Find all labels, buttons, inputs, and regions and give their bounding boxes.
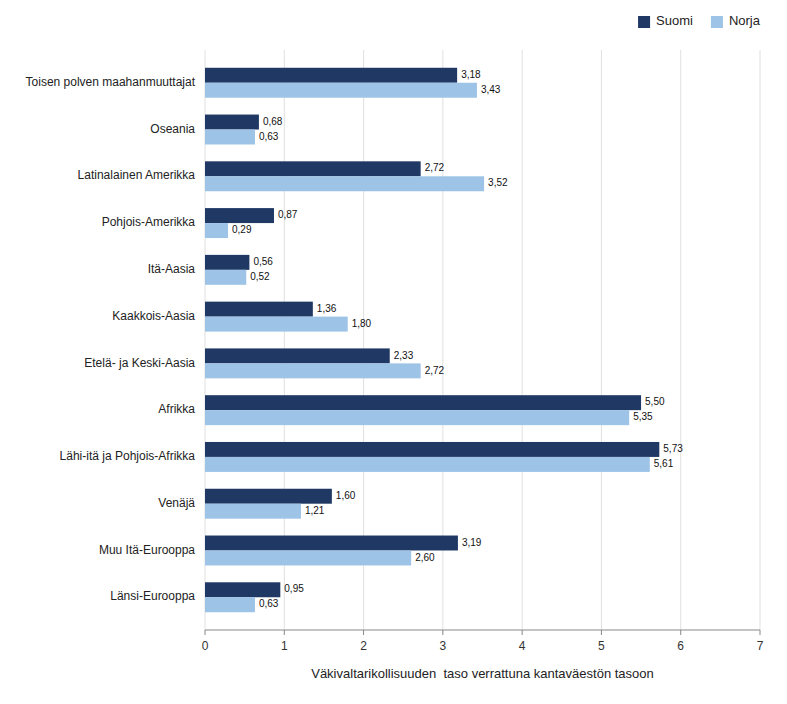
- legend-item: Norja: [711, 13, 761, 28]
- data-label: 5,35: [633, 411, 653, 422]
- data-label: 3,52: [488, 177, 508, 188]
- data-label: 2,72: [425, 365, 445, 376]
- bar: [205, 348, 390, 363]
- data-label: 3,19: [462, 537, 482, 548]
- legend-label: Norja: [729, 13, 761, 28]
- bar: [205, 270, 246, 285]
- category-label: Lähi-itä ja Pohjois-Afrikka: [60, 449, 196, 463]
- grid-line: [601, 50, 602, 630]
- category-label: Toisen polven maahanmuuttajat: [26, 75, 196, 89]
- bar: [205, 536, 458, 551]
- bar: [205, 161, 421, 176]
- data-label: 0,63: [259, 598, 279, 609]
- data-labels: 3,18 0,68 2,72 0,87 0,56 1,36 2,33 5,50 5,73 1,60…: [232, 69, 683, 609]
- legend-swatch: [711, 16, 723, 28]
- bar: [205, 504, 301, 519]
- category-label: Venäjä: [158, 496, 195, 510]
- data-label: 5,73: [663, 443, 683, 454]
- bars: [205, 68, 659, 612]
- bar: [205, 83, 477, 98]
- data-label: 0,63: [259, 131, 279, 142]
- tick-label: 0: [202, 639, 209, 653]
- data-label: 0,87: [278, 209, 298, 220]
- tick-mark: [442, 630, 443, 635]
- bar: [205, 115, 259, 130]
- grid-line: [760, 50, 761, 630]
- page: {"chart_data": { "type": "bar", "orienta…: [0, 0, 787, 704]
- data-label: 1,80: [352, 318, 372, 329]
- bar: [205, 68, 457, 83]
- category-label: Kaakkois-Aasia: [112, 309, 195, 323]
- category-label: Pohjois-Amerikka: [102, 215, 196, 229]
- grid: [205, 50, 760, 630]
- tick-mark: [680, 630, 681, 635]
- tick-label: 2: [360, 639, 367, 653]
- y-axis: Toisen polven maahanmuuttajat Oseania Lati…: [26, 75, 196, 604]
- bar: [205, 130, 255, 145]
- category-label: Latinalainen Amerikka: [78, 168, 196, 182]
- axis-line: [205, 630, 760, 631]
- data-label: 3,18: [461, 69, 481, 80]
- chart: 0 1 2 3 4 5 6 7 Väkivaltarikollisuuden taso verr…: [0, 0, 787, 704]
- data-label: 0,29: [232, 224, 252, 235]
- tick-label: 4: [519, 639, 526, 653]
- bar: [205, 176, 484, 191]
- data-label: 2,33: [394, 350, 414, 361]
- tick-mark: [205, 630, 206, 635]
- bar: [205, 395, 641, 410]
- tick-label: 1: [281, 639, 288, 653]
- x-axis-label: Väkivaltarikollisuuden taso verrattuna k…: [311, 666, 654, 681]
- data-label: 0,95: [284, 583, 304, 594]
- category-label: Itä-Aasia: [148, 262, 196, 276]
- tick-mark: [522, 630, 523, 635]
- data-label: 1,36: [317, 303, 337, 314]
- tick-label: 6: [677, 639, 684, 653]
- tick-mark: [760, 630, 761, 635]
- tick-label: 7: [757, 639, 764, 653]
- legend-item: Suomi: [638, 13, 693, 28]
- data-label: 3,43: [481, 84, 501, 95]
- bar: [205, 363, 421, 378]
- bar: [205, 597, 255, 612]
- bar: [205, 442, 659, 457]
- data-label: 1,21: [305, 505, 325, 516]
- bar: [205, 489, 332, 504]
- tick-label: 5: [598, 639, 605, 653]
- legend-label: Suomi: [656, 13, 693, 28]
- category-label: Etelä- ja Keski-Aasia: [84, 356, 195, 370]
- tick-mark: [601, 630, 602, 635]
- data-label: 1,60: [336, 490, 356, 501]
- category-label: Oseania: [150, 122, 195, 136]
- data-label: 5,61: [654, 458, 674, 469]
- category-label: Länsi-Eurooppa: [110, 589, 195, 603]
- bar: [205, 457, 650, 472]
- grid-line: [680, 50, 681, 630]
- tick-mark: [363, 630, 364, 635]
- bar: [205, 208, 274, 223]
- data-label: 0,68: [263, 116, 283, 127]
- x-axis: 0 1 2 3 4 5 6 7: [202, 630, 764, 653]
- legend: Norja Suomi: [638, 13, 761, 28]
- bar: [205, 550, 411, 565]
- grid-line: [522, 50, 523, 630]
- data-label: 2,72: [425, 162, 445, 173]
- bar: [205, 410, 629, 425]
- data-label: 5,50: [645, 396, 665, 407]
- legend-swatch: [638, 16, 650, 28]
- bar: [205, 582, 280, 597]
- data-label: 2,60: [415, 552, 435, 563]
- tick-label: 3: [440, 639, 447, 653]
- category-label: Muu Itä-Eurooppa: [99, 543, 195, 557]
- tick-mark: [284, 630, 285, 635]
- bar: [205, 317, 348, 332]
- data-label: 0,52: [250, 271, 270, 282]
- bar: [205, 255, 249, 270]
- bar: [205, 223, 228, 238]
- data-label: 0,56: [253, 256, 273, 267]
- category-label: Afrikka: [158, 402, 195, 416]
- bar: [205, 302, 313, 317]
